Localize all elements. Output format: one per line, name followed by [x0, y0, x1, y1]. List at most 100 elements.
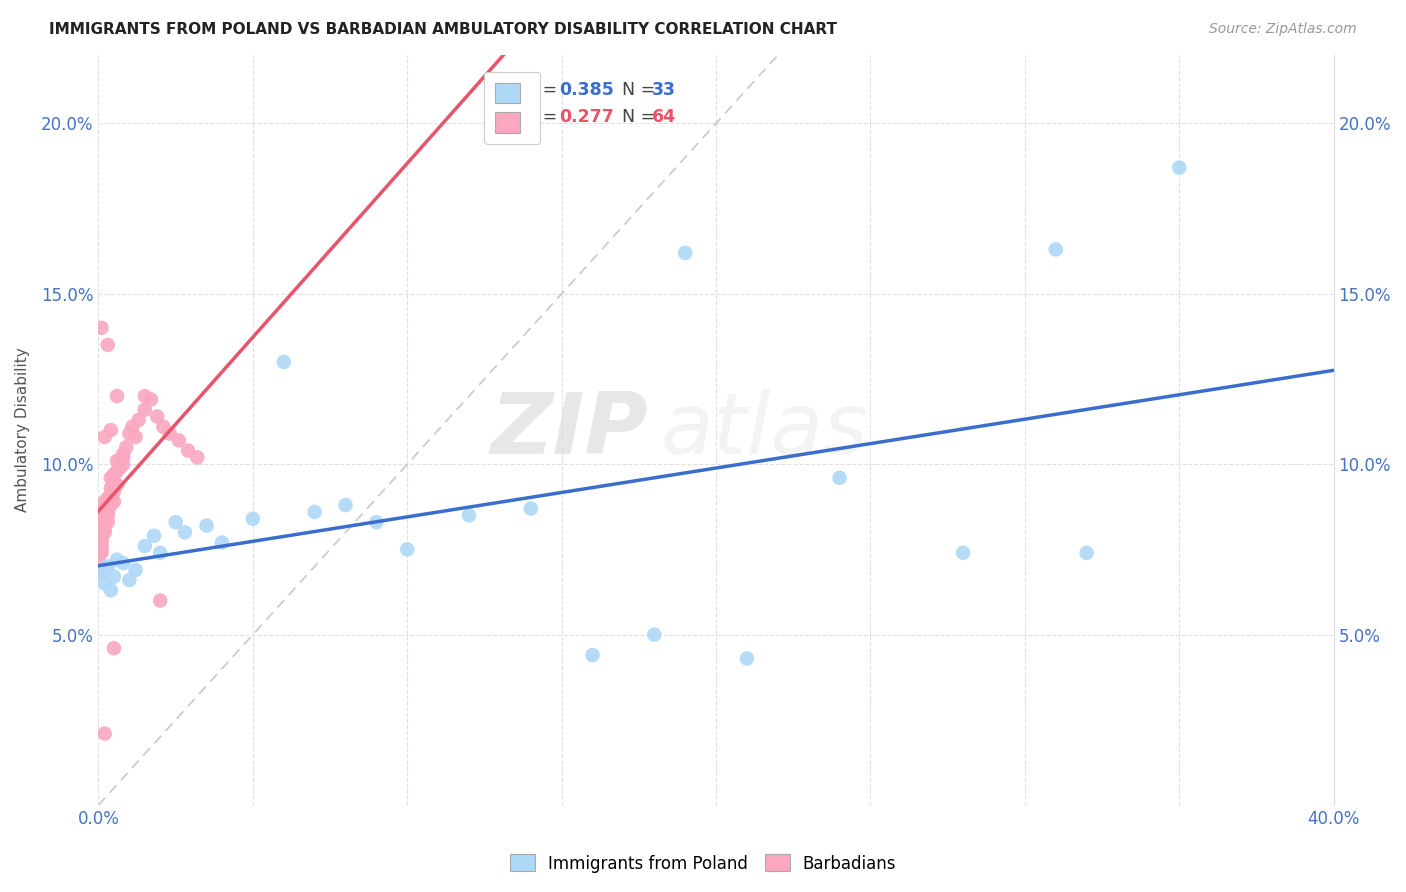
Point	[124, 563, 146, 577]
Point	[90, 542, 112, 557]
Text: N =: N =	[612, 108, 661, 126]
Point	[211, 535, 233, 549]
Point	[105, 464, 128, 478]
Point	[673, 245, 696, 260]
Point	[112, 457, 135, 471]
Point	[149, 593, 172, 607]
Point	[828, 471, 851, 485]
Point	[87, 563, 110, 577]
Point	[112, 556, 135, 570]
Point	[90, 566, 112, 581]
Point	[165, 515, 187, 529]
Point	[1168, 161, 1191, 175]
Point	[304, 505, 326, 519]
Point	[103, 481, 125, 495]
Point	[167, 434, 190, 448]
Text: 64: 64	[652, 108, 676, 126]
Point	[186, 450, 208, 465]
Point	[90, 515, 112, 529]
Point	[174, 525, 197, 540]
Point	[108, 460, 131, 475]
Text: 33: 33	[652, 81, 676, 99]
Point	[335, 498, 357, 512]
Point	[643, 627, 665, 641]
Point	[152, 419, 174, 434]
Point	[93, 505, 115, 519]
Point	[97, 338, 120, 352]
Point	[103, 494, 125, 508]
Point	[159, 426, 181, 441]
Point	[90, 546, 112, 560]
Point	[93, 501, 115, 516]
Point	[93, 430, 115, 444]
Point	[93, 512, 115, 526]
Point	[952, 546, 974, 560]
Point	[103, 641, 125, 656]
Point	[195, 518, 218, 533]
Point	[458, 508, 481, 523]
Point	[115, 440, 138, 454]
Point	[366, 515, 388, 529]
Point	[93, 508, 115, 523]
Point	[103, 484, 125, 499]
Y-axis label: Ambulatory Disability: Ambulatory Disability	[15, 348, 30, 513]
Point	[128, 413, 150, 427]
Point	[90, 535, 112, 549]
Point	[87, 552, 110, 566]
Point	[93, 525, 115, 540]
Point	[177, 443, 200, 458]
Text: atlas: atlas	[661, 389, 869, 472]
Point	[97, 491, 120, 506]
Point	[103, 467, 125, 482]
Point	[134, 539, 156, 553]
Text: Source: ZipAtlas.com: Source: ZipAtlas.com	[1209, 22, 1357, 37]
Point	[103, 570, 125, 584]
Point	[90, 539, 112, 553]
Point	[90, 522, 112, 536]
Point	[97, 498, 120, 512]
Point	[97, 508, 120, 523]
Point	[97, 515, 120, 529]
Point	[735, 651, 758, 665]
Point	[124, 430, 146, 444]
Point	[146, 409, 169, 424]
Point	[134, 402, 156, 417]
Point	[93, 522, 115, 536]
Point	[103, 475, 125, 489]
Point	[93, 515, 115, 529]
Point	[149, 546, 172, 560]
Point	[105, 477, 128, 491]
Point	[112, 450, 135, 465]
Point	[90, 321, 112, 335]
Point	[242, 512, 264, 526]
Text: ZIP: ZIP	[491, 389, 648, 472]
Point	[100, 471, 122, 485]
Text: 0.277: 0.277	[560, 108, 614, 126]
Point	[97, 505, 120, 519]
Point	[90, 529, 112, 543]
Point	[108, 457, 131, 471]
Text: R =: R =	[524, 108, 562, 126]
Legend: , : ,	[484, 71, 540, 145]
Point	[520, 501, 543, 516]
Point	[581, 648, 603, 662]
Point	[97, 501, 120, 516]
Point	[139, 392, 162, 407]
Point	[105, 389, 128, 403]
Point	[100, 491, 122, 506]
Point	[112, 447, 135, 461]
Point	[93, 726, 115, 740]
Text: R =: R =	[524, 81, 562, 99]
Point	[121, 419, 143, 434]
Point	[100, 481, 122, 495]
Point	[273, 355, 295, 369]
Point	[97, 559, 120, 574]
Point	[118, 573, 141, 587]
Point	[396, 542, 419, 557]
Point	[93, 576, 115, 591]
Text: 0.385: 0.385	[560, 81, 614, 99]
Point	[105, 552, 128, 566]
Point	[1045, 243, 1067, 257]
Text: IMMIGRANTS FROM POLAND VS BARBADIAN AMBULATORY DISABILITY CORRELATION CHART: IMMIGRANTS FROM POLAND VS BARBADIAN AMBU…	[49, 22, 837, 37]
Point	[93, 494, 115, 508]
